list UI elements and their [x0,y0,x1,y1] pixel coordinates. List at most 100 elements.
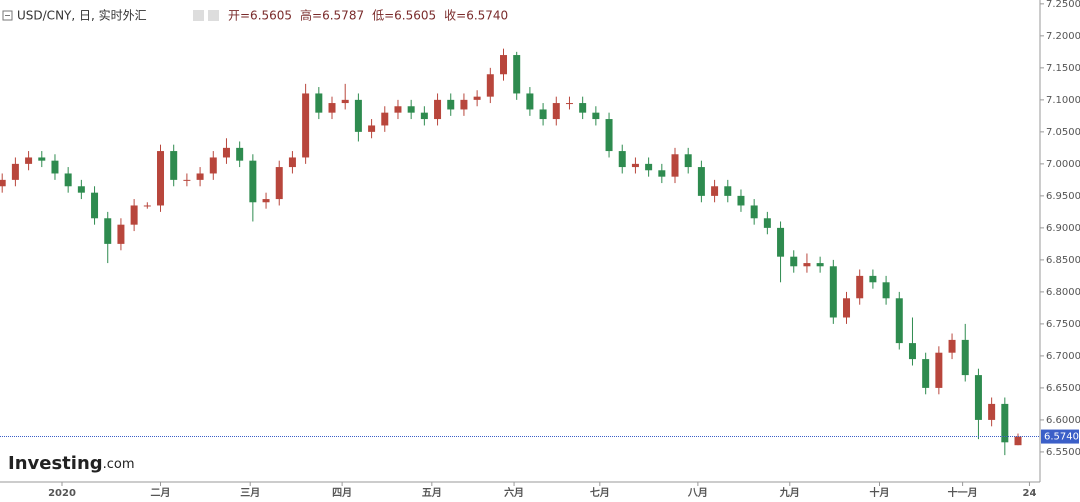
candle-body [183,179,191,181]
candle-body [328,103,336,113]
candle-body [486,74,494,97]
settings-icon[interactable] [193,10,204,21]
collapse-icon[interactable] [2,10,13,21]
candle-body [737,195,745,206]
y-tick-label: 6.8500 [1046,255,1080,266]
candle-body [552,103,560,120]
candle-body [143,205,151,207]
candle-body [473,96,481,100]
candle-body [763,218,771,228]
y-tick-label: 6.6500 [1046,383,1080,394]
candle-body [658,170,666,177]
y-tick-label: 6.9500 [1046,191,1080,202]
brand-suffix: .com [103,457,135,472]
candle-body [91,192,99,219]
y-tick-label: 6.8000 [1046,287,1080,298]
stat: 开=6.5605 [228,9,292,23]
candle-body [407,106,415,113]
candle-body [869,275,877,283]
candle-body [790,256,798,267]
candle-body [104,218,112,244]
candle-body [829,266,837,318]
last-price-tag [1041,429,1079,444]
candle-body [671,154,679,177]
candle-body [460,99,468,110]
candle-body [354,99,362,132]
candle-body [447,99,455,110]
candle-body [341,99,349,104]
x-tick-label: 十月 [869,486,889,499]
candle-body [262,199,270,203]
stat: 高=6.5787 [300,8,364,23]
candle-body [368,125,376,132]
candle-body [236,147,244,161]
x-tick-label: 十一月 [948,486,978,499]
candle-body [25,157,33,164]
candle-body [843,298,851,318]
candle-body [856,275,864,299]
y-tick-label: 6.6000 [1046,415,1080,426]
x-tick-label: 2020 [48,488,76,499]
candle-body [526,93,534,110]
candle-body [170,151,178,180]
y-tick-label: 6.5500 [1046,447,1080,458]
last-price-label: 6.5740 [1044,432,1079,443]
candle-body [684,154,692,168]
candle-body [11,163,19,180]
y-tick-label: 7.1500 [1046,63,1080,74]
candle-body [117,224,125,244]
candle-body [882,282,890,299]
candle-body [157,151,165,206]
candle-body [961,339,969,376]
stat: 收=6.5740 [444,9,508,23]
x-tick-label: 三月 [240,487,260,499]
y-tick-label: 6.7500 [1046,319,1080,330]
x-tick-label: 四月 [332,487,352,499]
candle-body [816,263,824,267]
candle-body [196,173,204,180]
candle-body [605,119,613,152]
candle-body [539,109,547,120]
x-tick-label: 五月 [422,487,442,499]
candle-body [618,151,626,168]
y-tick-label: 6.7000 [1046,351,1080,362]
candle-body [922,359,930,388]
brand: Investing.com [8,453,135,474]
candle-body [249,160,257,203]
candle-body [974,375,982,420]
candle-body [64,173,72,187]
close-icon[interactable] [208,10,219,21]
x-tick-label: 二月 [151,487,171,499]
candle-body [288,157,296,168]
y-tick-label: 7.0500 [1046,127,1080,138]
candle-body [777,227,785,257]
candle-body [908,343,916,360]
candle-body [988,403,996,420]
candle-body [51,160,59,174]
y-tick-label: 6.9000 [1046,223,1080,234]
candle-body [631,163,639,168]
candle-body [434,99,442,120]
candle-body [0,179,6,187]
candle-body [579,103,587,113]
candle-body [592,112,600,120]
candle-body [803,263,811,267]
candle-body [420,112,428,120]
candle-body [1014,436,1022,446]
candle-body [394,106,402,113]
candle-body [697,167,705,196]
candle-body [275,167,283,200]
candle-body [565,103,573,105]
chart-title: USD/CNY, 日, 实时外汇 [17,8,147,23]
x-tick-label: 九月 [779,486,800,499]
candle-body [77,186,85,193]
candle-body [130,205,138,225]
candle-body [935,352,943,388]
candle-body [500,55,508,75]
y-tick-label: 7.1000 [1046,95,1080,106]
stat: 低=6.5605 [372,9,436,23]
candle-body [381,112,389,126]
candle-body [895,298,903,344]
